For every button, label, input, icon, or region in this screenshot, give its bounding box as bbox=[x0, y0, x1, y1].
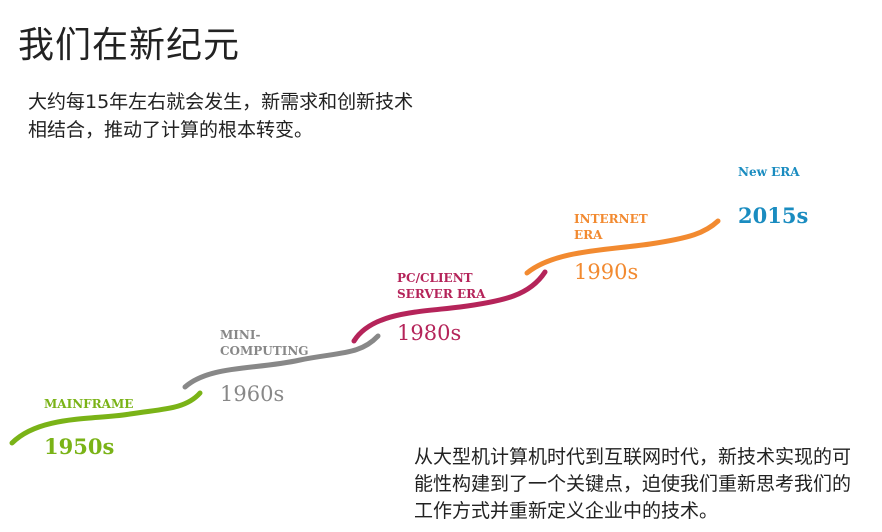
era-label-pc-client: PC/CLIENT SERVER ERA bbox=[397, 271, 486, 301]
era-label-new-era: New ERA bbox=[738, 165, 800, 179]
page-title: 我们在新纪元 bbox=[18, 25, 241, 66]
era-year-1960s: 1960s bbox=[220, 382, 284, 406]
era-curve-internet bbox=[524, 218, 721, 276]
era-year-1950s: 1950s bbox=[44, 434, 114, 459]
intro-text: 大约每15年左右就会发生，新需求和创新技术相结合，推动了计算的根本转变。 bbox=[28, 91, 414, 141]
era-label-internet: INTERNET ERA bbox=[574, 212, 652, 242]
era-label-minicomputing: MINI- COMPUTING bbox=[220, 328, 309, 358]
era-year-1990s: 1990s bbox=[574, 260, 638, 284]
era-curve-minicomputing bbox=[182, 333, 381, 390]
era-year-2015s: 2015s bbox=[738, 203, 808, 228]
summary-text: 从大型机计算机时代到互联网时代，新技术实现的可能性构建到了一个关键点，迫使我们重… bbox=[414, 446, 852, 522]
era-year-1980s: 1980s bbox=[397, 321, 461, 345]
era-label-mainframe: MAINFRAME bbox=[44, 397, 133, 411]
era-curve-pc-client bbox=[351, 269, 548, 344]
era-curve-mainframe bbox=[9, 390, 203, 446]
